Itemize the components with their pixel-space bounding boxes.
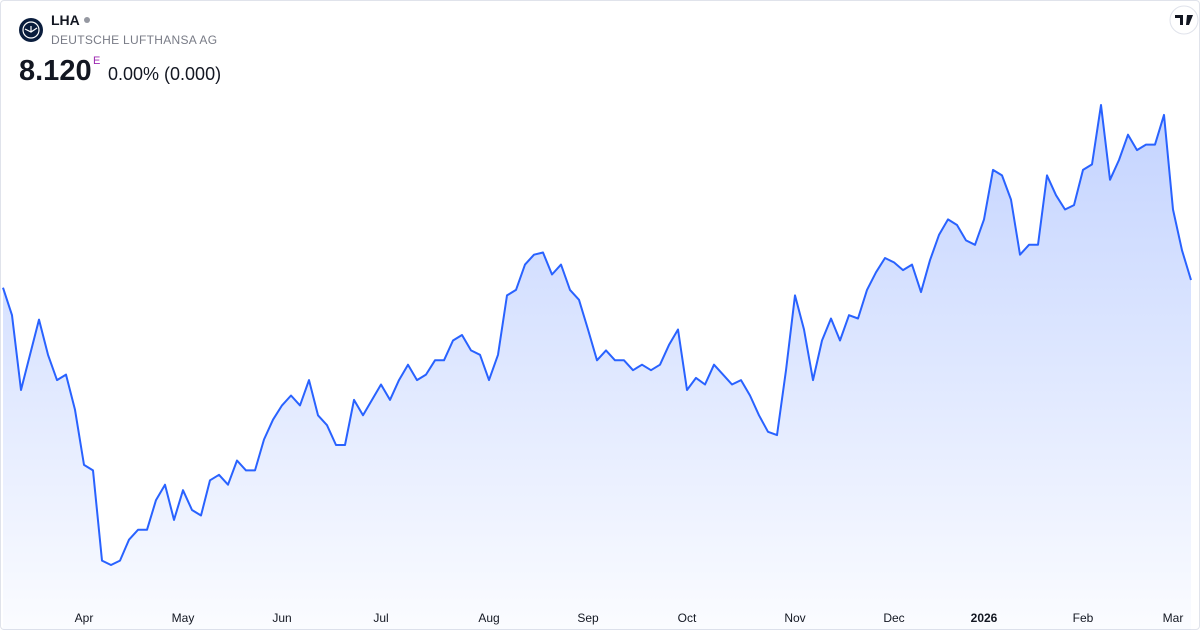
x-tick-label: Nov — [784, 611, 805, 625]
x-tick-label: Jun — [272, 611, 291, 625]
company-name: DEUTSCHE LUFTHANSA AG — [51, 33, 218, 47]
price: 8.120 — [19, 55, 92, 87]
x-tick-label: Sep — [577, 611, 599, 625]
x-tick-label: May — [172, 611, 195, 625]
x-tick-label: Feb — [1073, 611, 1094, 625]
symbol[interactable]: LHA — [51, 12, 80, 28]
price-line — [2, 104, 1192, 566]
x-tick-label: Aug — [478, 611, 499, 625]
x-tick-label: Apr — [75, 611, 94, 625]
x-tick-label: Jul — [373, 611, 388, 625]
x-tick-label: 2026 — [971, 611, 998, 625]
x-tick-label: Mar — [1163, 611, 1184, 625]
x-tick-label: Oct — [678, 611, 697, 625]
price-flag: E — [93, 55, 101, 67]
area-fill — [3, 105, 1191, 630]
price-change: 0.00% (0.000) — [108, 64, 222, 84]
x-tick-label: Dec — [883, 611, 904, 625]
